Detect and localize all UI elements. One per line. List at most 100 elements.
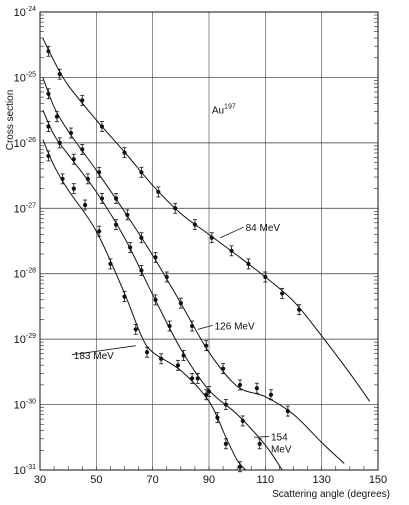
data-marker [46,91,51,96]
data-point-126-mev [285,405,290,417]
data-marker [237,382,243,388]
data-point-154-mev [71,153,76,165]
data-point-183-mev [144,346,150,358]
data-point-154-mev [167,320,172,332]
data-marker [190,376,195,381]
data-point-126-mev [164,271,169,283]
series-label-line: 154 [271,433,288,444]
data-marker [133,327,138,332]
x-tick-label: 130 [312,474,330,486]
data-marker [108,261,113,266]
data-point-183-mev [223,438,228,450]
data-point-126-mev [113,193,119,204]
data-marker [57,140,62,145]
target-label-base: Au [212,105,224,116]
x-tick-label: 70 [147,474,159,486]
x-tick-label: 150 [369,474,387,486]
data-point-84-mev [80,94,85,106]
data-marker [268,392,274,397]
target-label: Au197 [212,103,236,116]
data-point-126-mev [254,382,259,394]
data-point-84-mev [263,271,268,283]
data-point-154-mev [85,173,90,185]
y-tick-label: 10-24 [14,6,36,19]
data-marker [122,150,127,155]
data-marker [113,222,119,227]
data-marker [144,350,150,355]
data-marker [85,176,90,181]
y-tick-base: 10 [14,465,26,477]
y-axis-label: Cross section [5,90,16,151]
data-point-183-mev [159,353,164,365]
data-marker [240,418,245,424]
data-marker [139,170,144,175]
data-marker [263,274,268,280]
series-label-183-mev: 183 MeV [74,351,114,362]
series-pointer-84-mev [220,226,244,239]
data-point-154-mev [139,265,144,276]
data-point-183-mev [60,173,65,185]
tick-label-layer: 10-2410-2510-2610-2710-2810-2910-3010-31… [14,6,388,486]
data-marker [153,255,158,260]
series-pointer-154-mev [254,436,269,438]
data-marker [254,386,259,391]
data-point-84-mev [192,219,198,231]
data-point-154-mev [206,386,212,397]
data-marker [82,202,88,208]
data-point-154-mev [57,137,62,149]
y-tick-base: 10 [14,269,26,281]
series-label-126-mev: 126 MeV [215,321,255,332]
data-point-183-mev [175,359,181,371]
y-tick-label: 10-30 [14,399,36,412]
data-point-154-mev [257,438,262,450]
data-marker [54,114,60,119]
x-tick-label: 50 [90,474,102,486]
data-point-126-mev [178,297,183,309]
data-marker [46,49,51,54]
y-tick-exponent: -24 [26,6,36,13]
data-point-84-mev [46,45,51,57]
data-point-126-mev [125,209,130,221]
data-marker [71,186,76,191]
data-marker [181,353,186,358]
data-marker [125,212,130,217]
y-tick-label: 10-29 [14,333,36,346]
series-label-84-mev: 84 MeV [246,223,281,234]
data-marker [80,147,85,152]
y-tick-exponent: -26 [26,137,36,144]
data-marker [173,206,178,211]
x-tick-label: 110 [257,474,275,486]
data-point-84-mev [57,68,62,80]
y-tick-base: 10 [14,400,26,412]
data-marker [206,389,212,394]
data-point-183-mev [108,258,113,270]
data-point-126-mev [220,363,226,374]
y-tick-base: 10 [14,7,26,19]
data-marker [178,301,183,306]
data-point-126-mev [190,320,195,332]
data-marker [175,363,181,368]
y-tick-base: 10 [14,334,26,346]
series-label-154-mev: 154 MeV [271,433,292,456]
data-point-183-mev [133,323,138,335]
data-marker [204,343,209,348]
data-point-183-mev [82,199,88,211]
data-point-126-mev [80,143,85,155]
data-marker [128,245,133,250]
data-marker [195,376,200,381]
y-tick-label: 10-28 [14,268,36,281]
x-axis-label: Scattering angle (degrees) [272,489,390,500]
data-point-84-mev [99,121,105,132]
data-point-layer [46,45,302,473]
curve-126-mev [42,77,345,464]
data-marker [46,124,51,129]
target-label-sup: 197 [224,103,236,110]
data-point-183-mev [71,183,76,195]
y-tick-label: 10-27 [14,202,36,215]
y-tick-base: 10 [14,138,26,150]
series-label-line: MeV [271,445,292,456]
data-marker [46,153,51,159]
y-tick-base: 10 [14,72,26,84]
data-marker [57,72,62,77]
